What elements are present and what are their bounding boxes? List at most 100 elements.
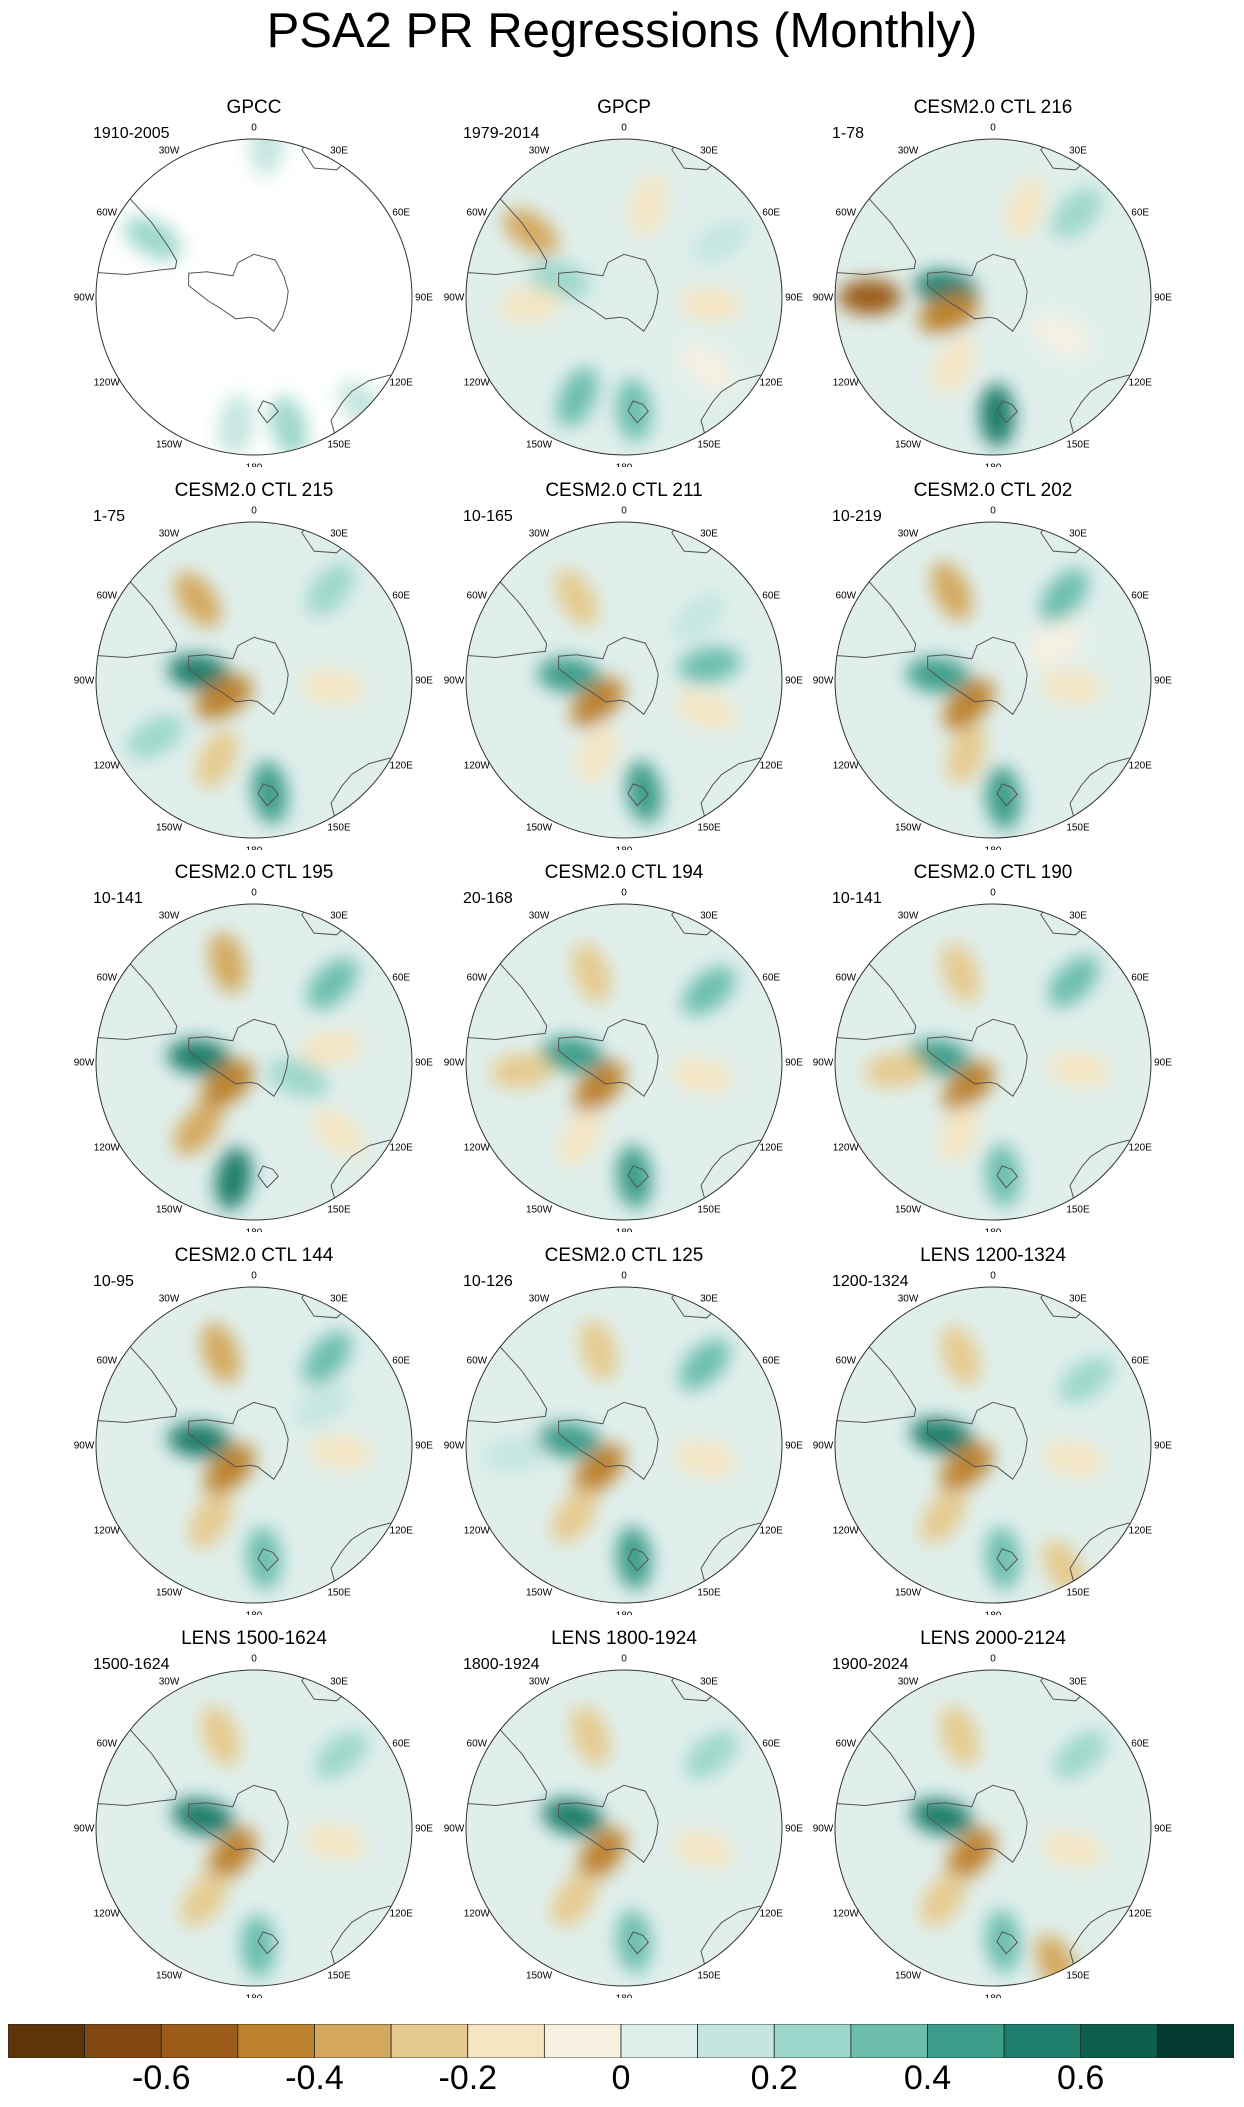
longitude-label: 30E xyxy=(330,1676,348,1687)
panel-title: LENS 1800-1924 xyxy=(551,1628,697,1649)
anomaly-region xyxy=(942,679,994,731)
anomaly-region xyxy=(946,1827,995,1882)
anomaly-region xyxy=(503,208,559,255)
polar-map: 0 30E 60E 90E 120E 150E 180 150W 120W 90W 60W 30W xyxy=(444,1654,804,1999)
longitude-label: 30W xyxy=(898,145,919,156)
longitude-label: 60E xyxy=(1131,591,1149,602)
longitude-label: 30W xyxy=(529,1676,550,1687)
panel-period: 1800-1924 xyxy=(463,1656,540,1673)
anomaly-region xyxy=(309,1435,373,1471)
longitude-label: 120W xyxy=(464,378,491,389)
longitude-label: 90W xyxy=(444,676,465,687)
polar-map: 0 30E 60E 90E 120E 150E 180 150W 120W 90W 60W 30W xyxy=(74,1271,434,1616)
anomaly-region xyxy=(537,657,601,693)
colorbar-swatch xyxy=(927,2024,1005,2058)
longitude-label: 150W xyxy=(156,823,183,834)
longitude-label: 30E xyxy=(1069,910,1087,921)
longitude-label: 30E xyxy=(1069,1293,1087,1304)
longitude-label: 120E xyxy=(760,378,784,389)
south-america-coastline xyxy=(835,939,917,1041)
longitude-label: 120W xyxy=(464,1909,491,1920)
anomaly-region xyxy=(616,378,652,442)
anomaly-region xyxy=(863,1052,927,1089)
south-america-coastline xyxy=(466,557,548,659)
longitude-label: 150E xyxy=(697,823,721,834)
anomaly-region xyxy=(482,1437,546,1473)
map-boundary xyxy=(834,1286,1152,1604)
map-panel: CESM2.0 CTL 215 1-75 0 30E 60E 90E 120E 150E 180… xyxy=(69,480,439,850)
map-panel: GPCP 1979-2014 0 30E 60E 90E 120E 150E 180 150W 12… xyxy=(439,97,809,467)
panel-title: CESM2.0 CTL 202 xyxy=(913,480,1073,501)
anomaly-region xyxy=(556,367,598,427)
anomaly-region xyxy=(931,336,976,395)
anomaly-region xyxy=(293,1383,352,1428)
longitude-label: 90W xyxy=(813,676,834,687)
longitude-label: 0 xyxy=(251,1654,257,1665)
anomaly-region xyxy=(123,216,182,261)
map-panel: CESM2.0 CTL 202 10-219 0 30E 60E 90E 120E 150E 1… xyxy=(808,480,1178,850)
longitude-label: 30E xyxy=(700,910,718,921)
colorbar xyxy=(8,2024,1234,2058)
longitude-label: 90W xyxy=(74,1441,95,1452)
antarctica-coastline xyxy=(927,253,1028,332)
colorbar-swatch xyxy=(773,2024,852,2058)
anomaly-region xyxy=(570,1705,611,1767)
longitude-label: 60E xyxy=(392,591,410,602)
anomaly-region xyxy=(570,678,625,727)
longitude-label: 90W xyxy=(444,1058,465,1069)
longitude-label: 30E xyxy=(330,145,348,156)
polar-map: 0 30E 60E 90E 120E 150E 180 150W 120W 90W 60W 30W xyxy=(444,506,804,851)
longitude-label: 150E xyxy=(697,440,721,451)
anomaly-region xyxy=(301,669,365,705)
panel-title: CESM2.0 CTL 125 xyxy=(544,1245,704,1266)
colorbar-tick-label: 0.6 xyxy=(1057,2059,1105,2097)
anomaly-region xyxy=(314,1730,368,1780)
anomaly-region xyxy=(684,1730,738,1780)
map-boundary xyxy=(95,521,413,839)
map-panel: LENS 1800-1924 1800-1924 0 30E 60E 90E 120E 150… xyxy=(439,1628,809,1998)
anomaly-region xyxy=(200,1060,255,1109)
map-panel: CESM2.0 CTL 211 10-165 0 30E 60E 90E 120E 150E 1… xyxy=(439,480,809,850)
longitude-label: 180 xyxy=(616,846,633,851)
figure-title: PSA2 PR Regressions (Monthly) xyxy=(266,4,978,58)
longitude-label: 0 xyxy=(621,1654,627,1665)
longitude-label: 90E xyxy=(1154,1058,1172,1069)
longitude-label: 120E xyxy=(390,1526,414,1537)
longitude-label: 90E xyxy=(785,676,803,687)
colorbar-swatch xyxy=(543,2024,622,2058)
colorbar-tick-label: 0.4 xyxy=(903,2059,952,2097)
panel-period: 1979-2014 xyxy=(463,125,540,142)
longitude-label: 60W xyxy=(467,591,488,602)
map-panel: CESM2.0 CTL 195 10-141 0 30E 60E 90E 120E 150E 1… xyxy=(69,862,439,1232)
new-zealand-coastline xyxy=(257,1548,279,1572)
antarctica-coastline xyxy=(558,1784,659,1863)
map-boundary xyxy=(95,903,413,1221)
longitude-label: 90E xyxy=(415,1441,433,1452)
antarctica-coastline xyxy=(188,1401,289,1480)
anomaly-region xyxy=(1048,1052,1112,1088)
south-america-coastline xyxy=(466,174,548,276)
anomaly-region xyxy=(1040,669,1104,705)
longitude-label: 30E xyxy=(1069,1676,1087,1687)
longitude-label: 30E xyxy=(700,528,718,539)
longitude-label: 30E xyxy=(700,145,718,156)
australia-coastline xyxy=(700,1905,782,1986)
anomaly-region xyxy=(196,729,238,789)
antarctica-coastline xyxy=(188,636,289,715)
longitude-label: 90E xyxy=(1154,676,1172,687)
anomaly-region xyxy=(173,1101,223,1156)
anomaly-region xyxy=(246,1526,282,1590)
longitude-label: 30E xyxy=(700,1676,718,1687)
anomaly-region xyxy=(838,279,902,315)
longitude-label: 30W xyxy=(898,1676,919,1687)
longitude-label: 90W xyxy=(813,1824,834,1835)
panel-title: LENS 1200-1324 xyxy=(920,1245,1066,1266)
panel-period: 1200-1324 xyxy=(832,1273,909,1290)
longitude-label: 150E xyxy=(327,1971,351,1982)
map-boundary xyxy=(465,903,783,1221)
south-america-coastline xyxy=(96,557,178,659)
map-background xyxy=(835,1287,1151,1603)
panel-title: CESM2.0 CTL 190 xyxy=(913,862,1073,883)
south-america-coastline xyxy=(466,1705,548,1807)
longitude-label: 60W xyxy=(97,1356,118,1367)
